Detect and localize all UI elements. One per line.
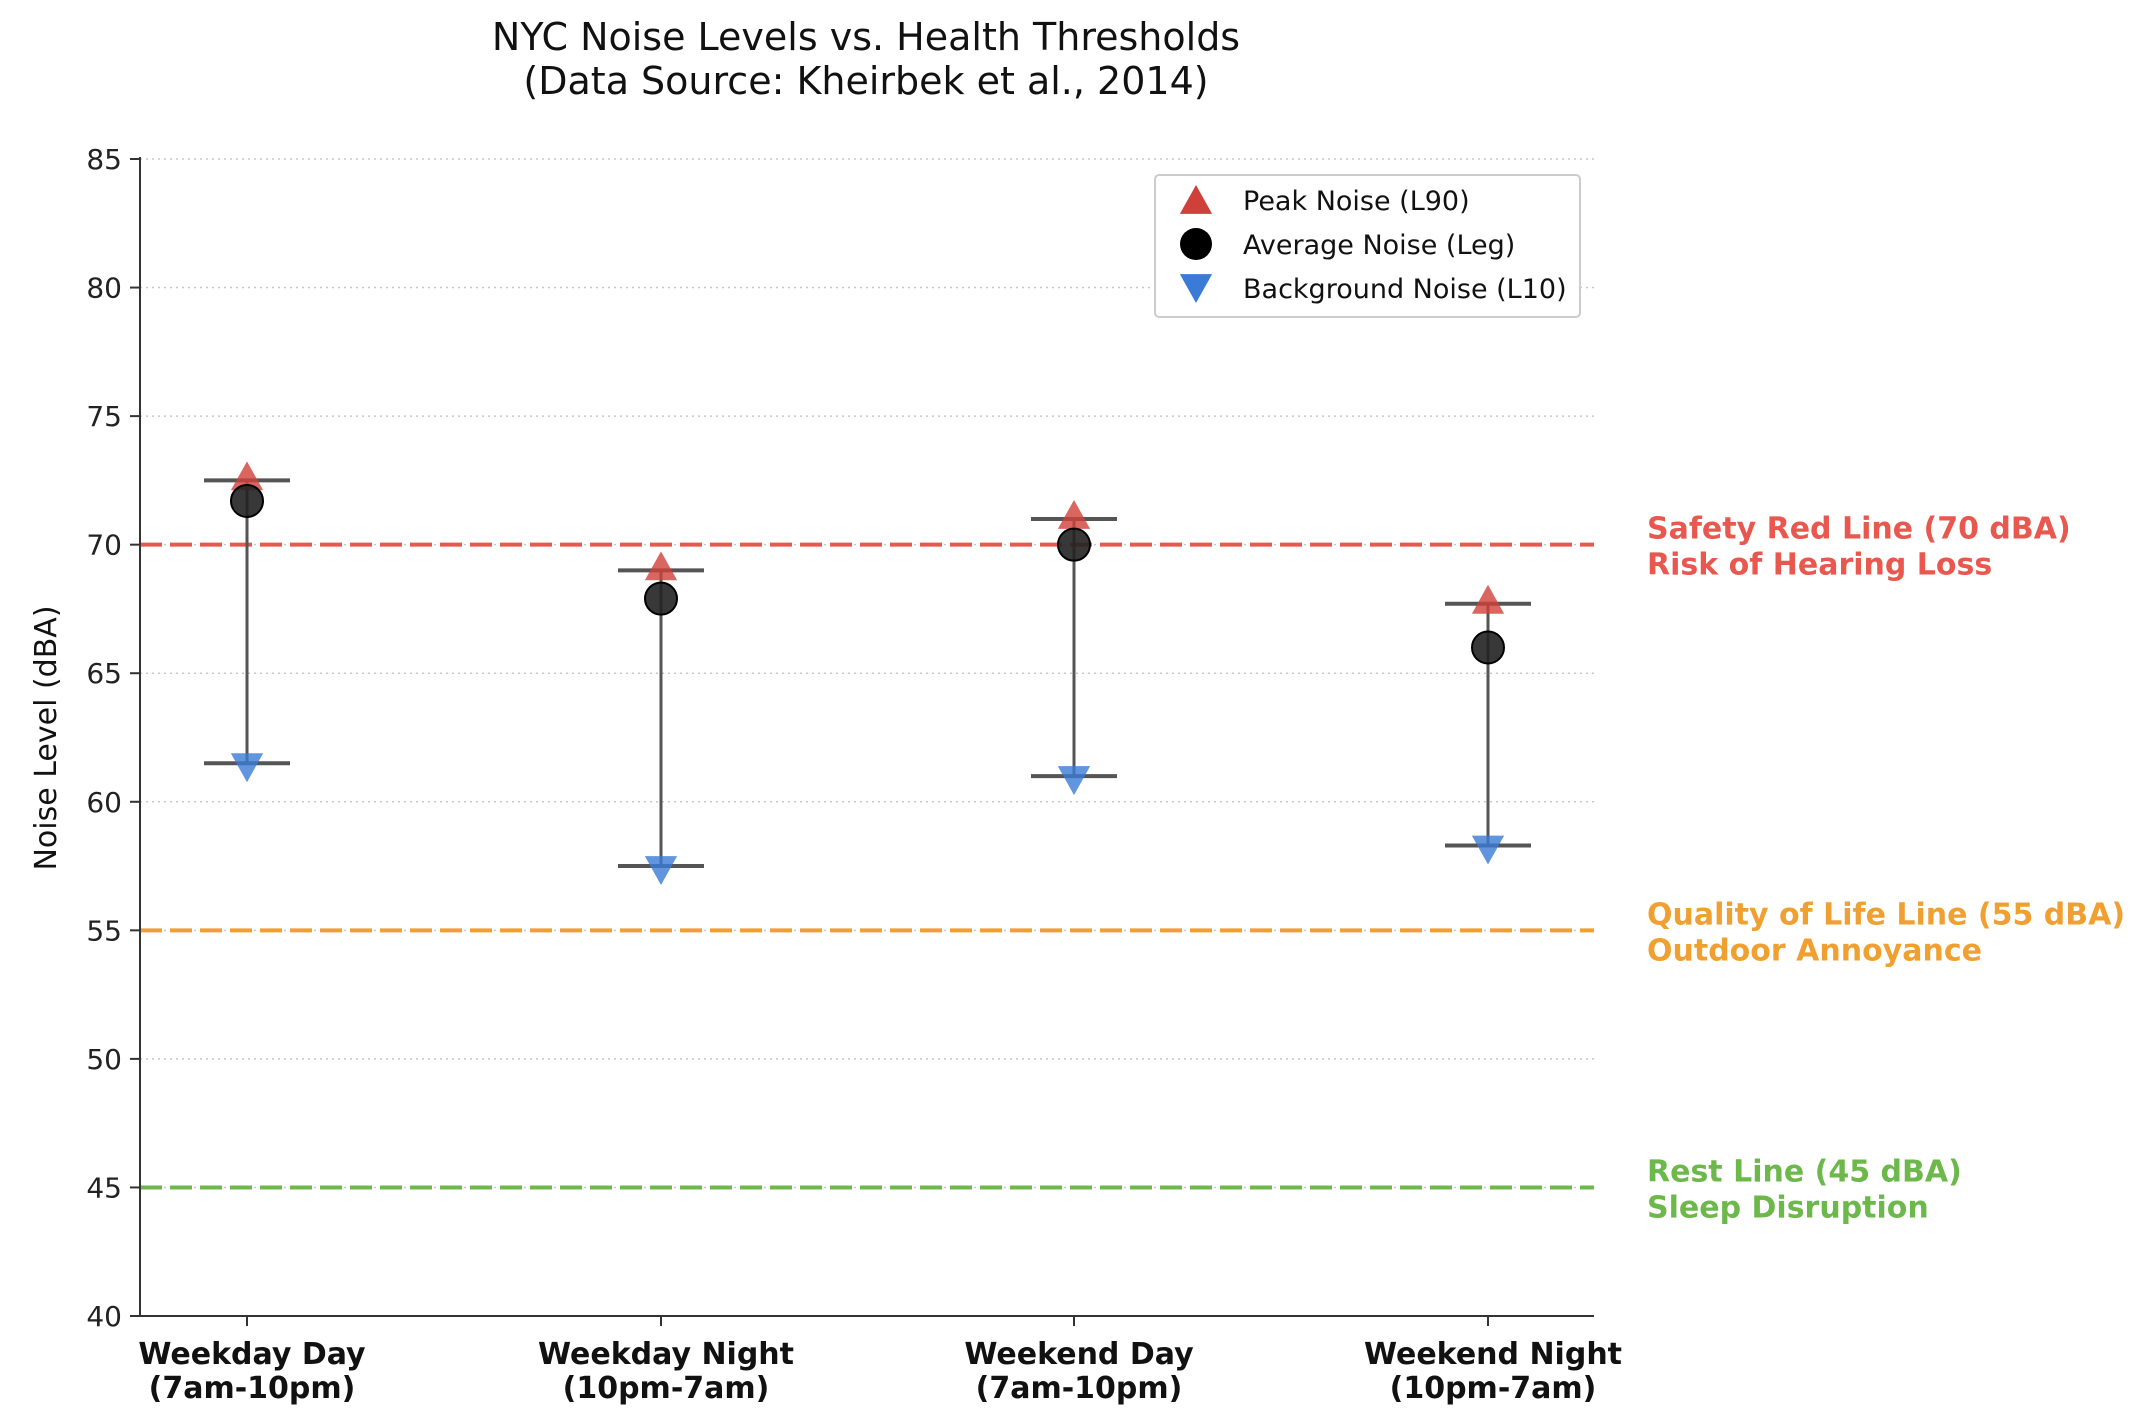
x-tick-label: Weekend Day <box>964 1337 1194 1372</box>
data-marks <box>204 461 1531 886</box>
background-marker <box>1471 835 1505 865</box>
y-axis-label: Noise Level (dBA) <box>29 605 64 870</box>
x-tick-label: Weekend Night <box>1364 1337 1622 1372</box>
background-marker <box>644 856 678 886</box>
y-tick-label: 60 <box>86 786 122 819</box>
legend-label: Background Noise (L10) <box>1243 274 1567 305</box>
threshold-description: Risk of Hearing Loss <box>1647 548 1992 583</box>
legend-peak-icon <box>1179 185 1213 214</box>
background-marker <box>1057 766 1091 796</box>
y-tick-label: 40 <box>86 1300 122 1333</box>
x-tick-label: Weekday Day <box>138 1337 366 1372</box>
x-tick-label: Weekday Night <box>538 1337 794 1372</box>
legend-label: Average Noise (Leg) <box>1243 230 1515 261</box>
legend-average-icon <box>1180 228 1212 260</box>
peak-marker <box>1057 499 1091 529</box>
threshold-label: Quality of Life Line (55 dBA) <box>1647 897 2125 932</box>
peak-marker <box>230 461 264 491</box>
threshold-description: Sleep Disruption <box>1647 1190 1929 1225</box>
y-tick-label: 75 <box>86 400 122 433</box>
legend-background-icon <box>1179 274 1213 303</box>
legend: Peak Noise (L90) Average Noise (Leg) Backg… <box>1154 174 1581 318</box>
x-tick-label: (10pm-7am) <box>563 1371 770 1406</box>
threshold-description: Outdoor Annoyance <box>1647 933 1982 968</box>
threshold-label: Rest Line (45 dBA) <box>1647 1154 1962 1189</box>
y-tick-label: 50 <box>86 1043 122 1076</box>
peak-marker <box>1471 584 1505 614</box>
y-tick-label: 70 <box>86 529 122 562</box>
average-marker <box>644 581 678 616</box>
x-tick-label: (7am-10pm) <box>976 1371 1183 1406</box>
peak-marker <box>644 551 678 581</box>
average-marker <box>1057 527 1091 562</box>
y-tick-label: 65 <box>86 657 122 690</box>
y-tick-label: 80 <box>86 272 122 305</box>
threshold-lines: Safety Red Line (70 dBA)Risk of Hearing … <box>140 512 2125 1225</box>
average-marker <box>1471 630 1505 665</box>
x-tick-label: (10pm-7am) <box>1390 1371 1597 1406</box>
y-tick-label: 55 <box>86 914 122 947</box>
chart-title: NYC Noise Levels vs. Health Thresholds <box>492 15 1240 59</box>
x-tick-label: (7am-10pm) <box>149 1371 356 1406</box>
threshold-label: Safety Red Line (70 dBA) <box>1647 512 2071 547</box>
average-marker <box>230 483 264 518</box>
legend-box <box>1154 174 1581 318</box>
y-tick-label: 45 <box>86 1171 122 1204</box>
y-tick-label: 85 <box>86 143 122 176</box>
legend-label: Peak Noise (L90) <box>1243 186 1470 217</box>
chart-subtitle: (Data Source: Kheirbek et al., 2014) <box>523 59 1208 103</box>
background-marker <box>230 753 264 783</box>
